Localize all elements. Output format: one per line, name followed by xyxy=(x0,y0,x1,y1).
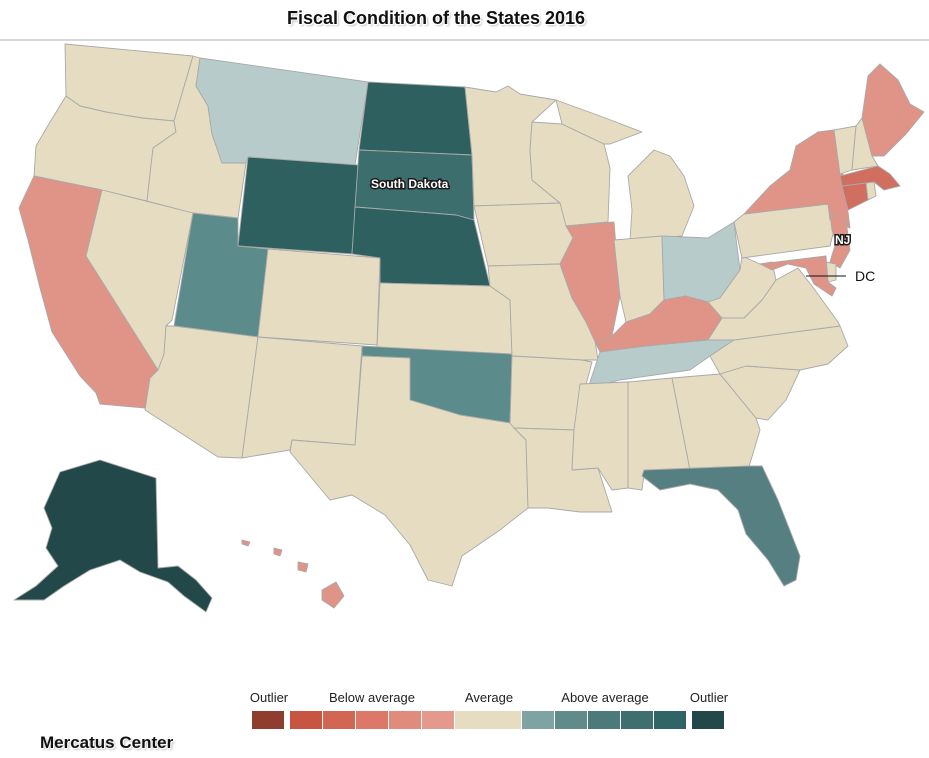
source-credit: Mercatus Center xyxy=(40,733,174,752)
state-ri[interactable] xyxy=(865,181,877,201)
state-co[interactable] xyxy=(257,248,381,346)
state-ia[interactable] xyxy=(473,202,574,267)
legend-swatch xyxy=(692,711,724,729)
legend-swatch xyxy=(389,711,421,729)
state-ks[interactable] xyxy=(376,282,513,355)
state-fl[interactable] xyxy=(641,465,801,587)
legend-swatch xyxy=(621,711,653,729)
legend-label-average: Average xyxy=(464,690,514,705)
state-wv[interactable] xyxy=(707,255,777,319)
south-dakota-label: South Dakota xyxy=(371,177,449,191)
legend-swatch xyxy=(522,711,554,729)
title-divider xyxy=(0,39,929,41)
legend-swatch xyxy=(588,711,620,729)
legend: Outlier Below average Average Above aver… xyxy=(247,690,737,735)
legend-swatch xyxy=(323,711,355,729)
legend-label-outlier-low: Outlier xyxy=(249,690,289,705)
legend-swatch xyxy=(290,711,322,729)
state-nc[interactable] xyxy=(709,325,849,375)
map-title: Fiscal Condition of the States 2016 xyxy=(286,8,586,28)
nj-label: NJ xyxy=(835,233,850,247)
state-ms[interactable] xyxy=(571,381,629,491)
legend-swatch xyxy=(422,711,454,729)
state-mt[interactable] xyxy=(195,57,369,166)
state-hi[interactable] xyxy=(241,539,345,609)
legend-swatch xyxy=(356,711,388,729)
state-mi[interactable] xyxy=(555,99,695,241)
state-nd[interactable] xyxy=(358,81,473,156)
state-nh[interactable] xyxy=(851,117,879,171)
state-md[interactable] xyxy=(759,255,837,297)
state-nm[interactable] xyxy=(241,336,363,459)
legend-swatch xyxy=(455,711,521,729)
legend-swatch xyxy=(654,711,686,729)
legend-label-above-average: Above average xyxy=(561,690,649,705)
state-me[interactable] xyxy=(861,63,925,157)
dc-label: DC xyxy=(855,268,875,284)
legend-swatch xyxy=(555,711,587,729)
state-tx[interactable] xyxy=(289,355,529,587)
state-ma[interactable] xyxy=(839,165,901,191)
legend-label-outlier-high: Outlier xyxy=(689,690,729,705)
legend-swatch xyxy=(252,711,284,729)
state-wy[interactable] xyxy=(237,156,360,255)
legend-label-below-average: Below average xyxy=(329,690,415,705)
state-ak[interactable] xyxy=(13,459,213,613)
